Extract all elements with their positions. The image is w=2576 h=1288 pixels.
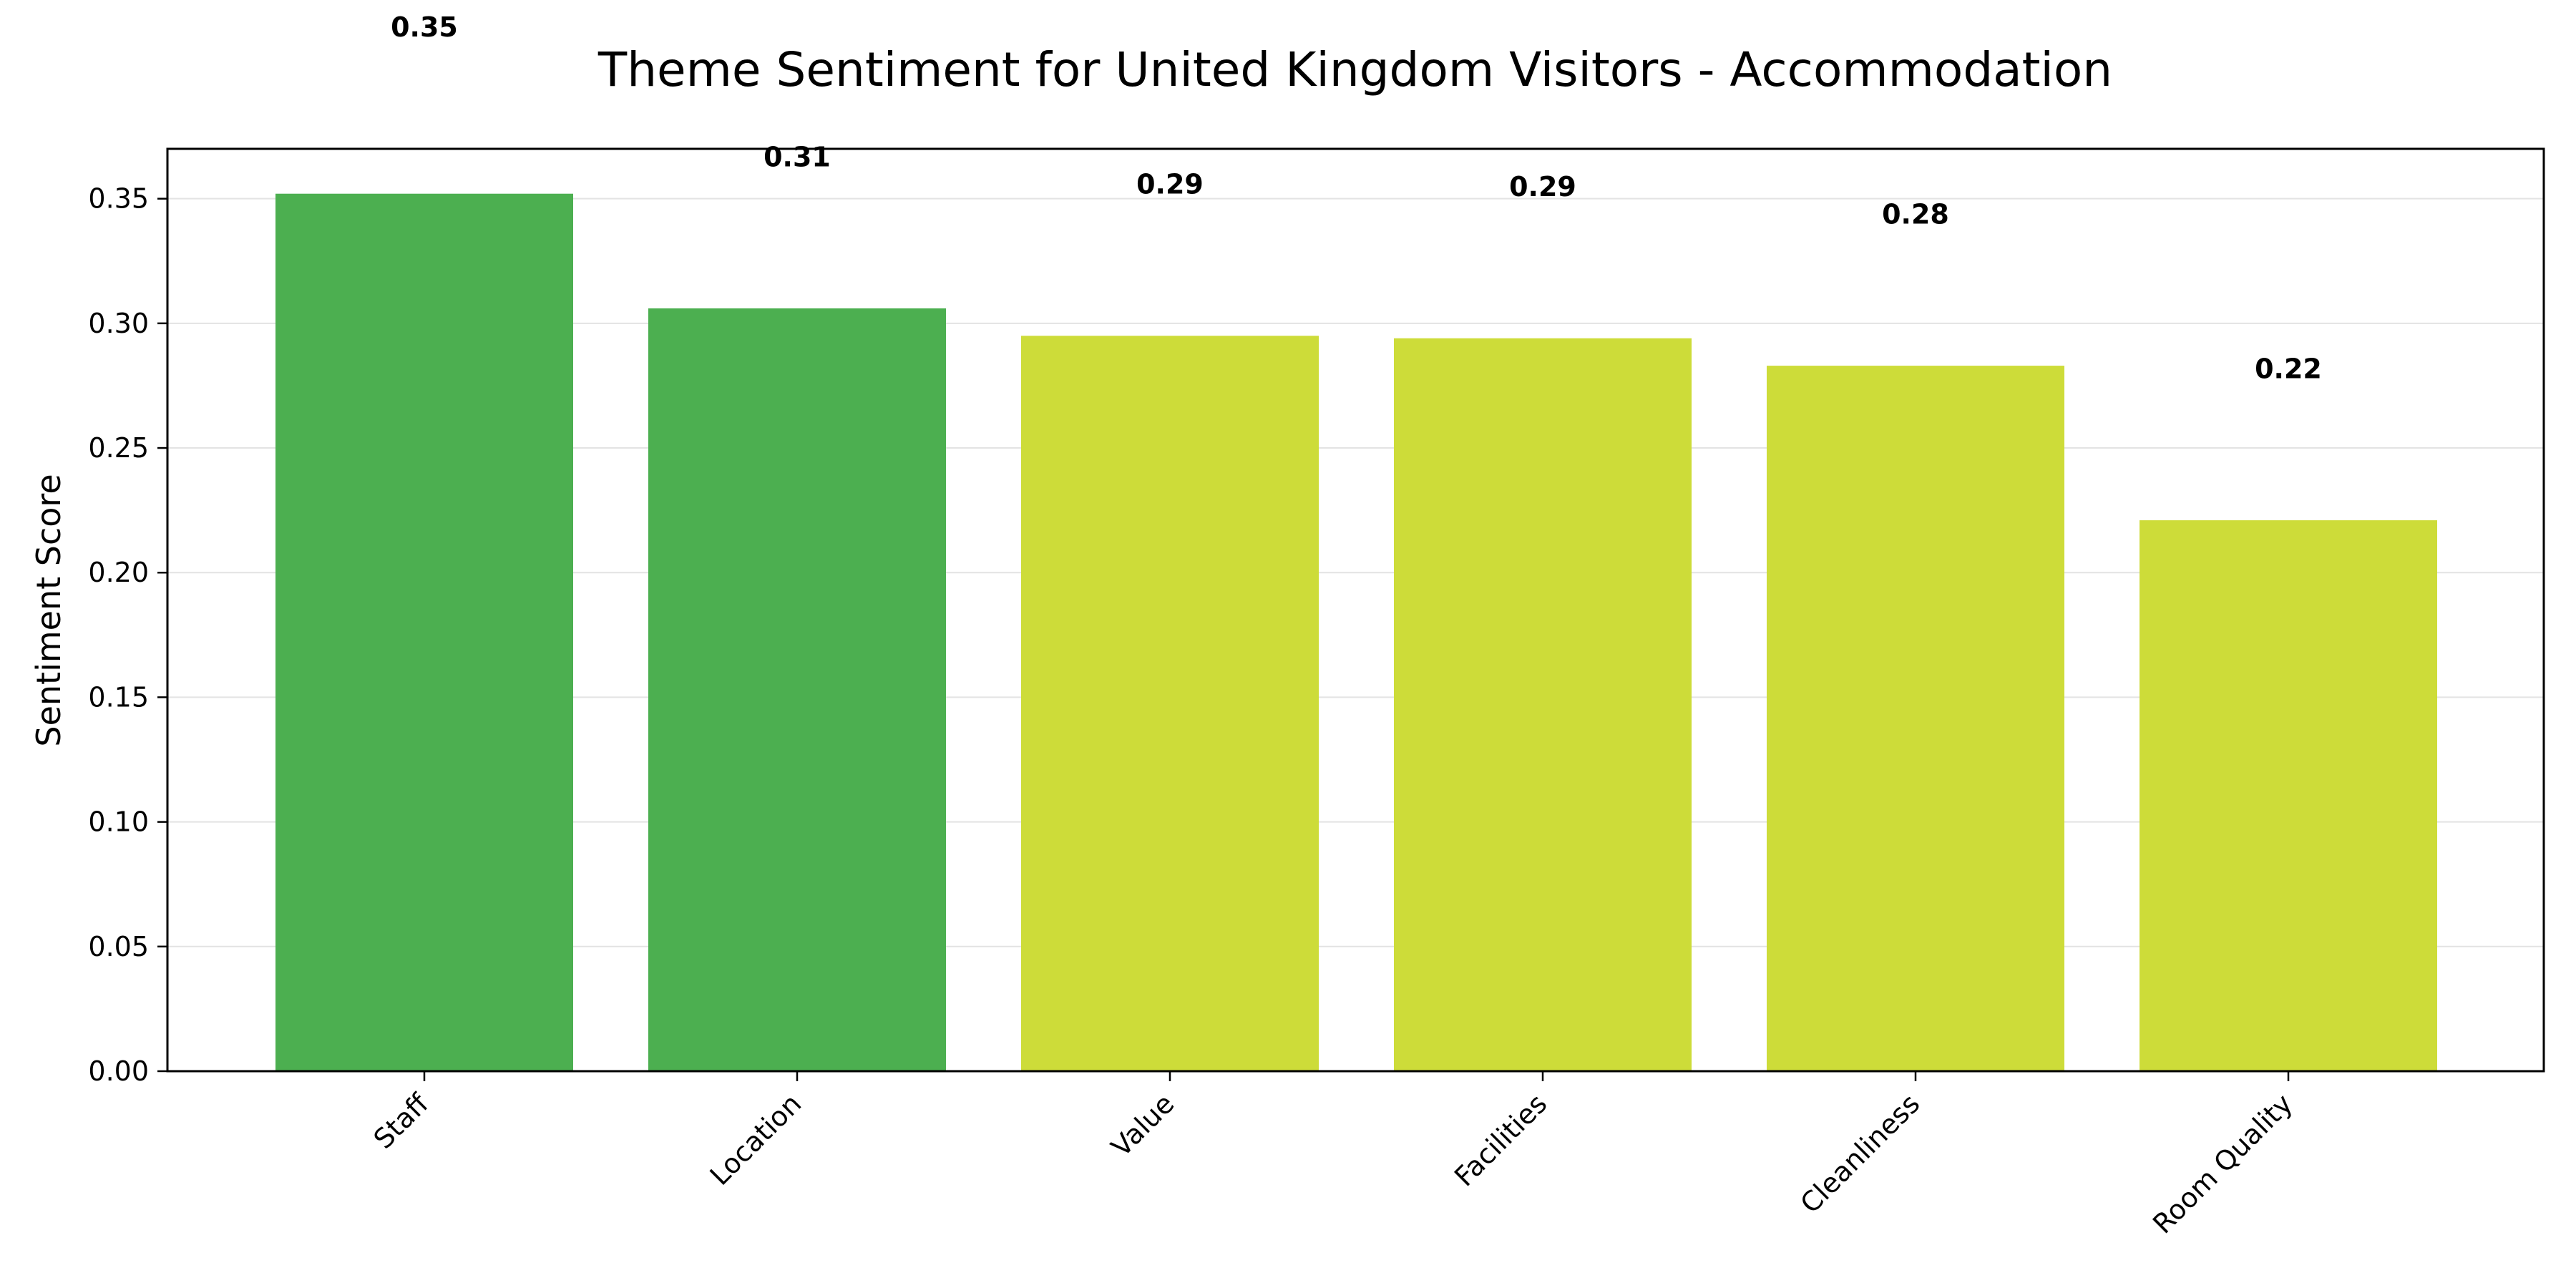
data-labels: 0.35 0.31 0.29 0.29 0.28 0.22 — [391, 11, 2322, 384]
y-tick-label: 0.10 — [88, 806, 149, 838]
y-tick-label: 0.20 — [88, 557, 149, 588]
bar-value-label: 0.28 — [1882, 199, 1949, 230]
bar — [1021, 336, 1319, 1071]
y-tick-label: 0.15 — [88, 681, 149, 713]
bar-value-label: 0.29 — [1509, 171, 1576, 203]
bar-value-label: 0.35 — [391, 11, 458, 43]
plot-area-frame — [166, 147, 2545, 1073]
y-tick-label: 0.30 — [88, 308, 149, 339]
y-axis: 0.00 0.05 0.10 0.15 0.20 0.25 0.30 0.35 — [88, 183, 167, 1087]
y-axis-label: Sentiment Score — [29, 474, 68, 746]
bar-value-label: 0.22 — [2255, 353, 2322, 385]
bar — [648, 308, 946, 1071]
chart-title: Theme Sentiment for United Kingdom Visit… — [597, 42, 2112, 97]
bar-series — [275, 193, 2437, 1071]
y-tick-label: 0.05 — [88, 931, 149, 962]
bar — [2140, 520, 2437, 1071]
y-tick-label: 0.25 — [88, 432, 149, 464]
y-tick-label: 0.00 — [88, 1055, 149, 1087]
bar — [1767, 366, 2064, 1071]
bar-value-label: 0.31 — [763, 141, 831, 172]
bar — [1394, 338, 1692, 1071]
bar — [275, 193, 573, 1071]
bar-value-label: 0.29 — [1136, 169, 1204, 200]
y-tick-label: 0.35 — [88, 183, 149, 215]
